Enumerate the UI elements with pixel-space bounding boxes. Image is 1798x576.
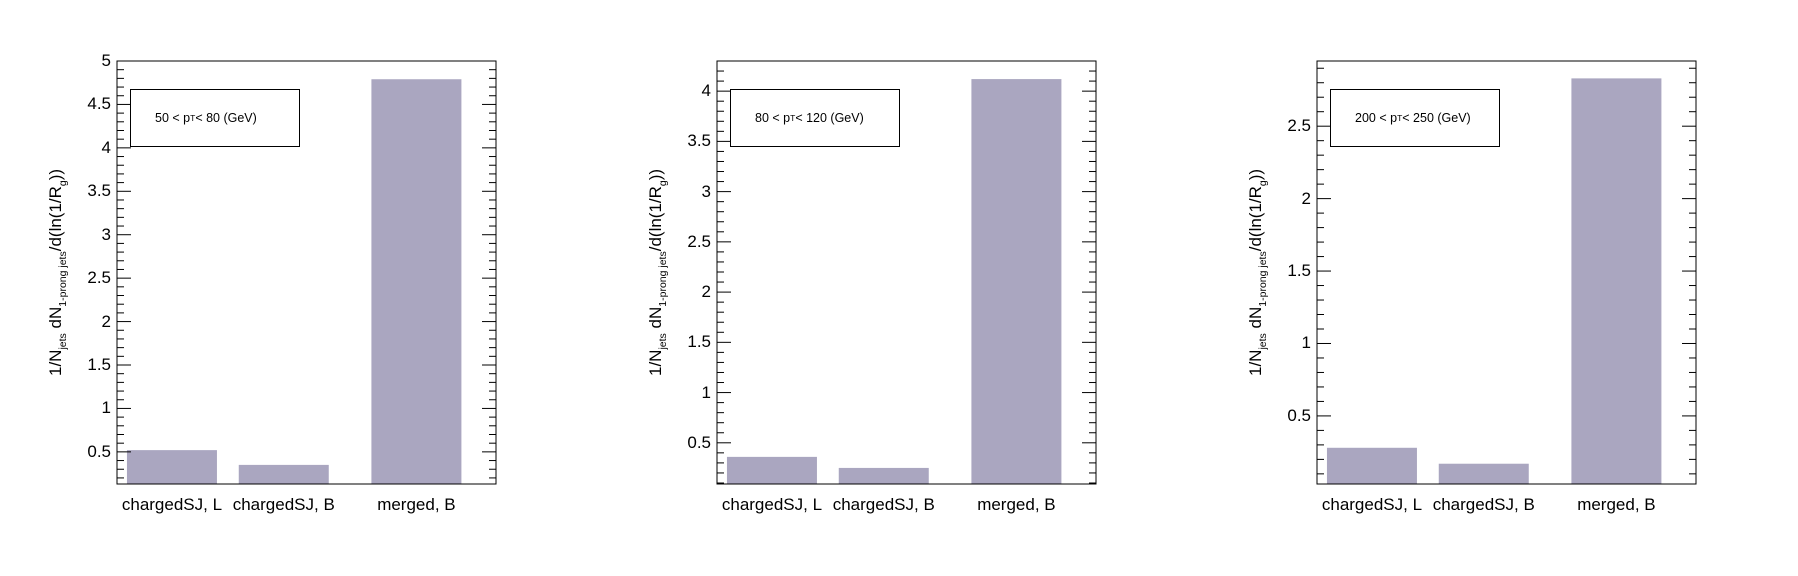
ylabel-prefix: 1/N <box>46 349 65 377</box>
ylabel-sub-g: g <box>1257 180 1269 187</box>
y-axis-label: 1/Njets dN1-prong jets/d(ln(1/Rg)) <box>1246 169 1269 376</box>
chart-panel-3: 0.5 1 1.5 2 2.5 chargedSJ, L chargedSJ, B merge… <box>1200 0 1798 576</box>
ylabel-sub-g: g <box>57 180 69 187</box>
legend-text-sub: T <box>190 113 196 123</box>
y-tick-label: 0.5 <box>87 441 111 461</box>
y-tick-label: 4 <box>101 137 111 157</box>
y-tick-label: 0.5 <box>687 432 711 452</box>
y-tick-label: 3 <box>701 181 711 201</box>
y-tick-label: 2 <box>101 311 111 331</box>
y-tick-label: 2.5 <box>1287 116 1311 136</box>
y-tick-label: 2 <box>701 282 711 302</box>
y-tick-label: 1.5 <box>687 332 711 352</box>
ylabel-mid: dN <box>46 306 65 334</box>
category-label: chargedSJ, L <box>121 495 223 514</box>
ylabel-sub-prong: 1-prong jets <box>57 251 69 307</box>
y-tick-label: 5 <box>101 51 111 70</box>
ylabel-sub-jets: jets <box>57 333 69 350</box>
ylabel-sub-prong: 1-prong jets <box>1257 251 1269 307</box>
y-tick-label: 3.5 <box>87 181 111 201</box>
y-tick-label: 3 <box>101 224 111 244</box>
category-label: merged, B <box>1577 495 1656 514</box>
category-label: merged, B <box>377 495 456 514</box>
y-tick-label: 4.5 <box>87 94 111 114</box>
bar-2 <box>238 464 329 484</box>
bar-1 <box>126 450 217 484</box>
axes-frame <box>1316 60 1697 485</box>
legend-text-pre: 80 < p <box>755 111 791 125</box>
chart-panel-2: 0.5 1 1.5 2 2.5 3 3.5 4 chargedSJ, L chargedSJ, B… <box>600 0 1200 576</box>
y-tick-label: 0.5 <box>1287 405 1311 425</box>
category-label: chargedSJ, L <box>1321 495 1423 514</box>
y-tick-label: 1 <box>101 398 111 418</box>
chart-plot-area <box>1316 60 1697 485</box>
bar-2 <box>1438 463 1529 484</box>
ylabel-rest: /d(ln(1/R <box>46 186 65 252</box>
ylabel-prefix: 1/N <box>1246 349 1265 377</box>
category-label: chargedSJ, B <box>232 495 335 514</box>
bar-2 <box>838 467 929 484</box>
legend-text-pre: 200 < p <box>1355 111 1398 125</box>
legend-text-sub: T <box>1397 113 1403 123</box>
y-axis-label: 1/Njets dN1-prong jets/d(ln(1/Rg)) <box>46 169 69 376</box>
ylabel-end: )) <box>46 168 65 181</box>
ylabel-sub-prong: 1-prong jets <box>657 251 669 307</box>
legend-text-post: < 80 (GeV) <box>195 111 257 125</box>
ylabel-rest: /d(ln(1/R <box>646 186 665 252</box>
legend-text-post: < 120 (GeV) <box>795 111 864 125</box>
y-tick-label: 1 <box>701 382 711 402</box>
category-label: chargedSJ, B <box>1432 495 1535 514</box>
ylabel-prefix: 1/N <box>646 349 665 377</box>
bar-3 <box>371 79 462 485</box>
category-label: chargedSJ, B <box>832 495 935 514</box>
category-label: chargedSJ, L <box>721 495 823 514</box>
ylabel-sub-jets: jets <box>657 333 669 350</box>
ylabel-end: )) <box>1246 168 1265 181</box>
axes-frame <box>116 60 497 485</box>
y-tick-label: 1.5 <box>87 355 111 374</box>
axes-frame <box>716 60 1097 485</box>
ylabel-mid: dN <box>646 306 665 334</box>
legend-text-pre: 50 < p <box>155 111 191 125</box>
bar-1 <box>726 456 817 484</box>
y-tick-label: 2.5 <box>687 231 711 251</box>
y-axis-label: 1/Njets dN1-prong jets/d(ln(1/Rg)) <box>646 169 669 376</box>
y-tick-label: 1.5 <box>1287 261 1311 281</box>
legend-text-post: < 250 (GeV) <box>1402 111 1471 125</box>
y-tick-label: 3.5 <box>687 131 711 151</box>
chart-plot-area <box>716 60 1097 485</box>
ylabel-sub-jets: jets <box>1257 333 1269 350</box>
ylabel-mid: dN <box>1246 306 1265 334</box>
y-tick-label: 2.5 <box>87 268 111 288</box>
ylabel-rest: /d(ln(1/R <box>1246 186 1265 252</box>
bar-3 <box>1571 78 1662 485</box>
ylabel-end: )) <box>646 168 665 181</box>
chart-plot-area <box>116 60 497 485</box>
category-label: merged, B <box>977 495 1056 514</box>
bar-1 <box>1326 447 1417 484</box>
legend-text-sub: T <box>790 113 796 123</box>
bar-3 <box>971 79 1062 484</box>
y-tick-label: 2 <box>1301 188 1311 208</box>
y-tick-label: 4 <box>701 81 711 101</box>
y-tick-label: 1 <box>1301 333 1311 353</box>
ylabel-sub-g: g <box>657 180 669 187</box>
chart-panel-1: 0.5 1 1.5 2 2.5 3 3.5 4 4.5 5 chargedSJ, L chargedS… <box>0 0 600 576</box>
